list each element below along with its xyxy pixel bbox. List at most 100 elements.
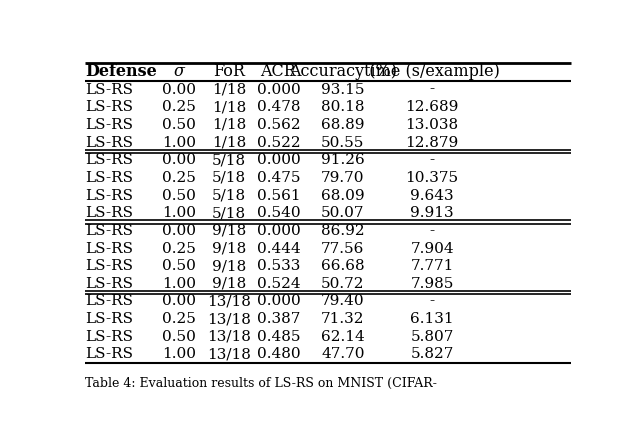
Text: 5/18: 5/18	[212, 153, 246, 167]
Text: LS-RS: LS-RS	[85, 348, 133, 362]
Text: 0.00: 0.00	[162, 295, 196, 309]
Text: 0.485: 0.485	[257, 330, 300, 344]
Text: 1.00: 1.00	[162, 206, 196, 220]
Text: 9.643: 9.643	[410, 189, 454, 202]
Text: 0.000: 0.000	[257, 153, 300, 167]
Text: 0.000: 0.000	[257, 295, 300, 309]
Text: 13/18: 13/18	[207, 312, 251, 326]
Text: 0.561: 0.561	[257, 189, 300, 202]
Text: LS-RS: LS-RS	[85, 242, 133, 255]
Text: 71.32: 71.32	[321, 312, 365, 326]
Text: 50.07: 50.07	[321, 206, 365, 220]
Text: 6.131: 6.131	[410, 312, 454, 326]
Text: 7.771: 7.771	[410, 259, 454, 273]
Text: 0.522: 0.522	[257, 135, 300, 149]
Text: 1/18: 1/18	[212, 100, 246, 114]
Text: LS-RS: LS-RS	[85, 277, 133, 291]
Text: 0.524: 0.524	[257, 277, 300, 291]
Text: FoR: FoR	[212, 64, 244, 80]
Text: Defense: Defense	[85, 64, 157, 80]
Text: 5/18: 5/18	[212, 171, 246, 185]
Text: 50.72: 50.72	[321, 277, 365, 291]
Text: ACR: ACR	[260, 64, 296, 80]
Text: 1.00: 1.00	[162, 135, 196, 149]
Text: 0.475: 0.475	[257, 171, 300, 185]
Text: -: -	[429, 295, 435, 309]
Text: 5/18: 5/18	[212, 206, 246, 220]
Text: 13/18: 13/18	[207, 330, 251, 344]
Text: -: -	[429, 82, 435, 97]
Text: 68.89: 68.89	[321, 118, 365, 132]
Text: 1/18: 1/18	[212, 118, 246, 132]
Text: σ: σ	[174, 64, 184, 80]
Text: 1.00: 1.00	[162, 348, 196, 362]
Text: LS-RS: LS-RS	[85, 312, 133, 326]
Text: 9/18: 9/18	[212, 259, 246, 273]
Text: 13/18: 13/18	[207, 295, 251, 309]
Text: 5.807: 5.807	[410, 330, 454, 344]
Text: 0.50: 0.50	[163, 189, 196, 202]
Text: Table 4: Evaluation results of LS-RS on MNIST (CIFAR-: Table 4: Evaluation results of LS-RS on …	[85, 377, 437, 390]
Text: LS-RS: LS-RS	[85, 153, 133, 167]
Text: 1/18: 1/18	[212, 82, 246, 97]
Text: Accuracy (%): Accuracy (%)	[289, 64, 397, 80]
Text: 80.18: 80.18	[321, 100, 365, 114]
Text: 0.50: 0.50	[163, 118, 196, 132]
Text: 0.533: 0.533	[257, 259, 300, 273]
Text: LS-RS: LS-RS	[85, 259, 133, 273]
Text: 0.25: 0.25	[163, 242, 196, 255]
Text: -: -	[429, 224, 435, 238]
Text: 12.689: 12.689	[406, 100, 459, 114]
Text: 7.985: 7.985	[410, 277, 454, 291]
Text: LS-RS: LS-RS	[85, 171, 133, 185]
Text: 9.913: 9.913	[410, 206, 454, 220]
Text: 62.14: 62.14	[321, 330, 365, 344]
Text: 86.92: 86.92	[321, 224, 365, 238]
Text: 0.562: 0.562	[257, 118, 300, 132]
Text: LS-RS: LS-RS	[85, 118, 133, 132]
Text: -: -	[429, 153, 435, 167]
Text: 1/18: 1/18	[212, 135, 246, 149]
Text: time (s/example): time (s/example)	[364, 64, 500, 80]
Text: 91.26: 91.26	[321, 153, 365, 167]
Text: 0.478: 0.478	[257, 100, 300, 114]
Text: LS-RS: LS-RS	[85, 135, 133, 149]
Text: LS-RS: LS-RS	[85, 189, 133, 202]
Text: 13.038: 13.038	[406, 118, 459, 132]
Text: 0.50: 0.50	[163, 330, 196, 344]
Text: 10.375: 10.375	[406, 171, 459, 185]
Text: 5/18: 5/18	[212, 189, 246, 202]
Text: 0.444: 0.444	[257, 242, 300, 255]
Text: 13/18: 13/18	[207, 348, 251, 362]
Text: 0.25: 0.25	[163, 312, 196, 326]
Text: 9/18: 9/18	[212, 277, 246, 291]
Text: 47.70: 47.70	[321, 348, 365, 362]
Text: 79.40: 79.40	[321, 295, 365, 309]
Text: LS-RS: LS-RS	[85, 100, 133, 114]
Text: 77.56: 77.56	[321, 242, 365, 255]
Text: 12.879: 12.879	[406, 135, 459, 149]
Text: LS-RS: LS-RS	[85, 206, 133, 220]
Text: LS-RS: LS-RS	[85, 82, 133, 97]
Text: 0.000: 0.000	[257, 224, 300, 238]
Text: 0.00: 0.00	[162, 82, 196, 97]
Text: 93.15: 93.15	[321, 82, 365, 97]
Text: 0.00: 0.00	[162, 224, 196, 238]
Text: 9/18: 9/18	[212, 224, 246, 238]
Text: 1.00: 1.00	[162, 277, 196, 291]
Text: LS-RS: LS-RS	[85, 224, 133, 238]
Text: 9/18: 9/18	[212, 242, 246, 255]
Text: 0.00: 0.00	[162, 153, 196, 167]
Text: 0.25: 0.25	[163, 100, 196, 114]
Text: 0.50: 0.50	[163, 259, 196, 273]
Text: 68.09: 68.09	[321, 189, 365, 202]
Text: 0.480: 0.480	[257, 348, 300, 362]
Text: 79.70: 79.70	[321, 171, 365, 185]
Text: 0.540: 0.540	[257, 206, 300, 220]
Text: 66.68: 66.68	[321, 259, 365, 273]
Text: 50.55: 50.55	[321, 135, 365, 149]
Text: 7.904: 7.904	[410, 242, 454, 255]
Text: 0.25: 0.25	[163, 171, 196, 185]
Text: LS-RS: LS-RS	[85, 295, 133, 309]
Text: 0.387: 0.387	[257, 312, 300, 326]
